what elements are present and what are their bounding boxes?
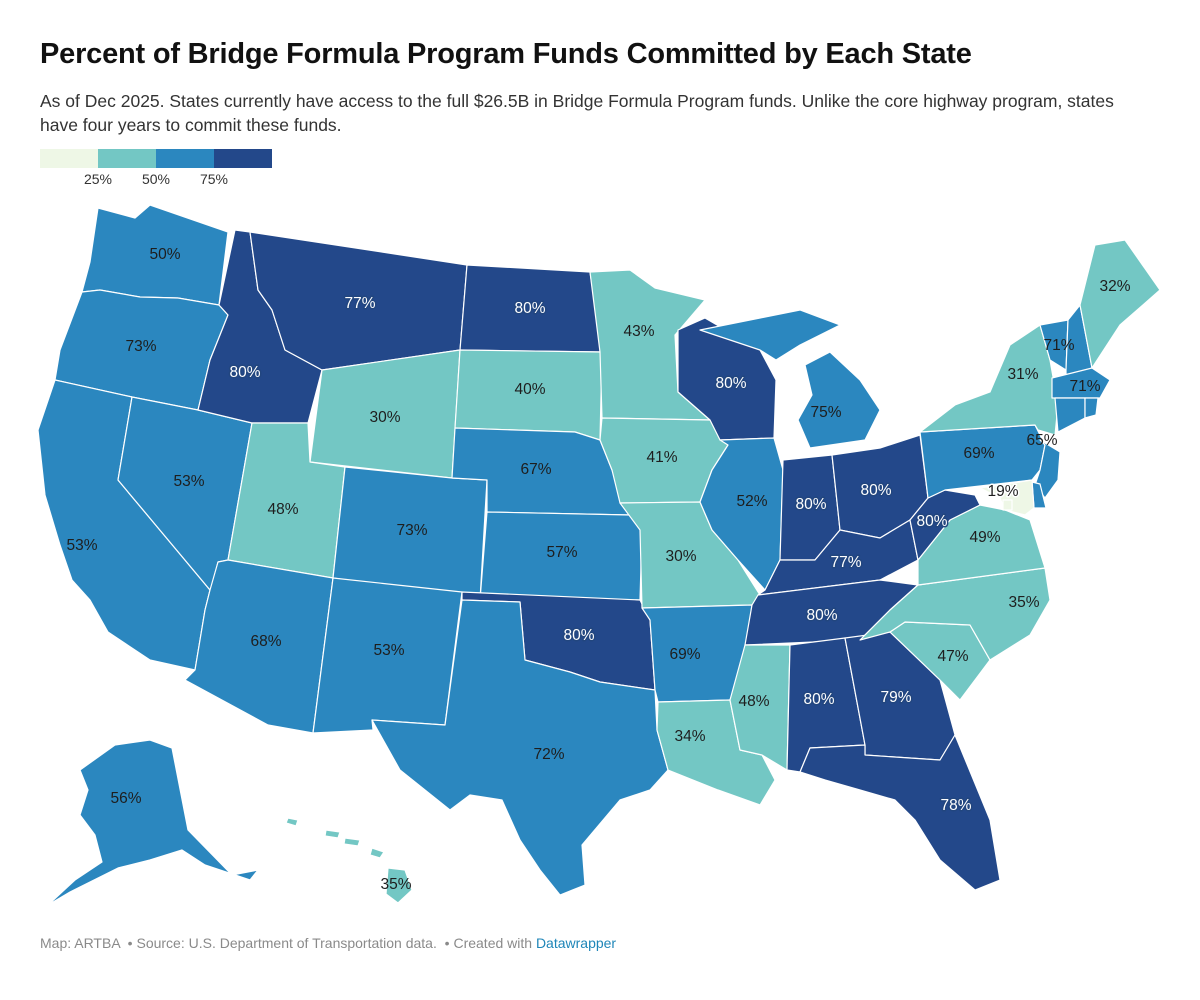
label-AZ: 68%	[250, 633, 281, 650]
legend-swatch-3	[156, 149, 214, 168]
state-NC[interactable]	[859, 567, 1051, 661]
state-HI[interactable]	[285, 817, 413, 904]
label-NJ: 65%	[1026, 432, 1057, 449]
legend-tick-75: 75%	[199, 171, 229, 187]
label-WV: 80%	[916, 513, 947, 530]
label-MA: 71%	[1069, 378, 1100, 395]
state-MN[interactable]	[589, 269, 711, 421]
state-DC[interactable]	[1002, 499, 1013, 511]
state-IL[interactable]	[699, 437, 784, 591]
label-MN: 43%	[623, 323, 654, 340]
label-HI: 35%	[380, 876, 411, 893]
label-MI: 75%	[810, 404, 841, 421]
state-ME[interactable]	[1079, 239, 1161, 369]
label-UT: 48%	[267, 501, 298, 518]
state-CT[interactable]	[1054, 397, 1086, 433]
label-VA: 49%	[969, 529, 1000, 546]
label-CO: 73%	[396, 522, 427, 539]
label-LA: 34%	[674, 728, 705, 745]
state-AK[interactable]	[47, 739, 259, 906]
label-AK: 56%	[110, 790, 141, 807]
label-OR: 73%	[125, 338, 156, 355]
label-WI: 80%	[715, 375, 746, 392]
label-WY: 30%	[369, 409, 400, 426]
legend-swatch-2	[98, 149, 156, 168]
label-IL: 52%	[736, 493, 767, 510]
footer-credits: Map: ARTBA • Source: U.S. Department of …	[40, 935, 617, 951]
label-MS: 48%	[738, 693, 769, 710]
label-GA: 79%	[880, 689, 911, 706]
label-TN: 80%	[806, 607, 837, 624]
label-PA: 69%	[963, 445, 994, 462]
label-TX: 72%	[533, 746, 564, 763]
state-FL[interactable]	[799, 734, 1001, 891]
label-OH: 80%	[860, 482, 891, 499]
state-MD[interactable]	[979, 479, 1035, 516]
legend-swatch-1	[40, 149, 98, 168]
label-MO: 30%	[665, 548, 696, 565]
state-MA[interactable]	[1051, 367, 1111, 399]
datawrapper-link[interactable]: Datawrapper	[535, 935, 617, 951]
label-ID: 80%	[229, 364, 260, 381]
label-CA: 53%	[66, 537, 97, 554]
state-RI[interactable]	[1084, 397, 1099, 419]
label-MT: 77%	[344, 295, 375, 312]
legend-swatch-4	[214, 149, 272, 168]
label-KY: 77%	[830, 554, 861, 571]
label-MD: 19%	[987, 483, 1018, 500]
state-MI[interactable]	[699, 309, 881, 449]
created-with: Created with	[453, 935, 533, 951]
state-CO[interactable]	[332, 466, 488, 601]
label-ND: 80%	[514, 300, 545, 317]
chart-title: Percent of Bridge Formula Program Funds …	[40, 38, 972, 70]
chart-subtitle: As of Dec 2025. States currently have ac…	[40, 91, 1114, 135]
label-AR: 69%	[669, 646, 700, 663]
label-IN: 80%	[795, 496, 826, 513]
map-credit: Map: ARTBA	[40, 935, 120, 951]
label-SC: 47%	[937, 648, 968, 665]
label-NC: 35%	[1008, 594, 1039, 611]
label-OK: 80%	[563, 627, 594, 644]
label-SD: 40%	[514, 381, 545, 398]
label-KS: 57%	[546, 544, 577, 561]
label-NM: 53%	[373, 642, 404, 659]
source-note: Source: U.S. Department of Transportatio…	[136, 935, 437, 951]
label-WA: 50%	[149, 246, 180, 263]
legend-tick-50: 50%	[141, 171, 171, 187]
state-labels: 50% 73% 53% 53% 80% 77% 30% 48% 68% 73% …	[66, 246, 1130, 893]
label-FL: 78%	[940, 797, 971, 814]
label-IA: 41%	[646, 449, 677, 466]
label-NV: 53%	[173, 473, 204, 490]
label-NE: 67%	[520, 461, 551, 478]
label-AL: 80%	[803, 691, 834, 708]
legend-tick-25: 25%	[83, 171, 113, 187]
label-VT: 71%	[1043, 337, 1074, 354]
label-NY: 31%	[1007, 366, 1038, 383]
label-ME: 32%	[1099, 278, 1130, 295]
color-legend: 25% 50% 75%	[40, 149, 280, 189]
state-TX[interactable]	[371, 599, 669, 896]
